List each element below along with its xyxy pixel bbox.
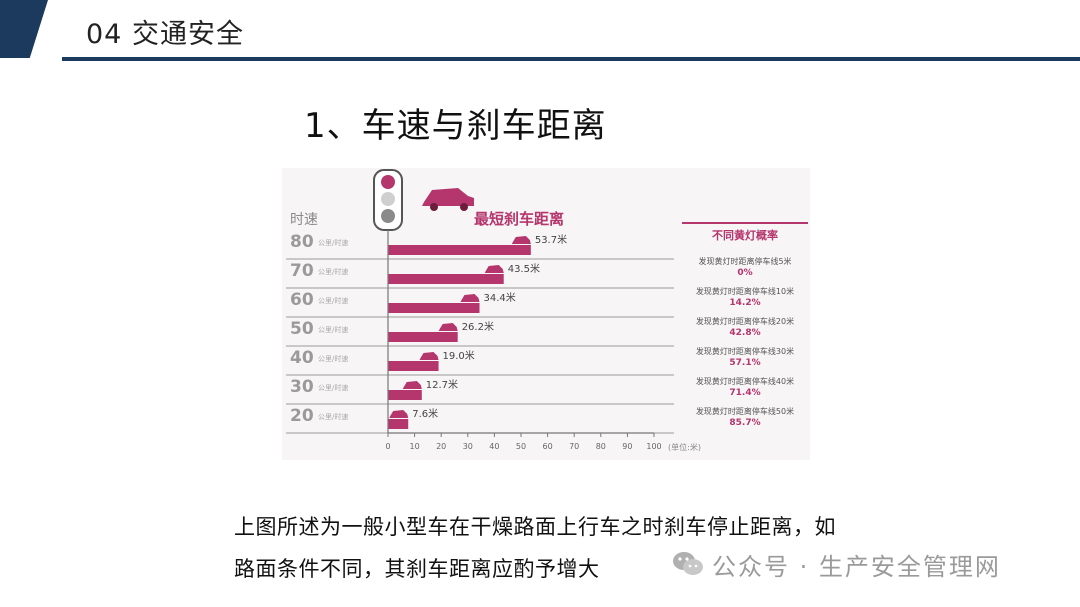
panel-item-pct: 14.2%: [729, 298, 760, 308]
speed-unit-label: 公里/时速: [318, 383, 348, 392]
traffic-light-icon: [373, 169, 403, 231]
speed-unit-label: 公里/时速: [318, 412, 348, 421]
bar-car-icon: [389, 410, 409, 418]
speed-unit-label: 公里/时速: [318, 267, 348, 276]
watermark: 公众号 · 生产安全管理网: [672, 548, 1001, 581]
speed-unit-label: 公里/时速: [318, 296, 348, 305]
caption-line-2: 路面条件不同，其刹车距离应酌予增大: [234, 557, 600, 581]
bar-car-icon: [511, 236, 531, 244]
bar: [388, 332, 458, 342]
panel-item-text: 发现黄灯时距离停车线10米: [696, 286, 794, 296]
chart-svg: 最短刹车距离 时速 (单位:米) 80 公里/时速 53.7米 70 公里/时速 43.5…: [286, 169, 808, 452]
chart-title: 最短刹车距离: [474, 210, 564, 228]
x-tick-label: 70: [569, 442, 579, 451]
x-tick-label: 50: [516, 442, 526, 451]
speed-label: 60: [290, 290, 314, 310]
bar-car-icon: [438, 323, 458, 331]
speed-label: 40: [290, 348, 314, 368]
x-tick-label: 90: [622, 442, 632, 451]
watermark-text: 公众号 · 生产安全管理网: [712, 552, 1001, 581]
data-label: 12.7米: [426, 378, 458, 391]
bar: [388, 274, 504, 284]
speed-unit-label: 公里/时速: [318, 325, 348, 334]
wechat-icon: [673, 552, 703, 575]
speed-label: 70: [290, 261, 314, 281]
data-label: 53.7米: [535, 233, 567, 246]
panel-title: 不同黄灯概率: [712, 228, 778, 242]
data-label: 34.4米: [484, 291, 516, 304]
bar: [388, 245, 531, 255]
data-label: 26.2米: [462, 320, 494, 333]
x-tick-label: 40: [489, 442, 499, 451]
data-label: 43.5米: [508, 262, 540, 275]
bar-car-icon: [484, 265, 504, 273]
speed-unit-label: 公里/时速: [318, 354, 348, 363]
x-tick-label: 80: [596, 442, 606, 451]
speed-label: 20: [290, 406, 314, 426]
x-tick-label: 20: [436, 442, 446, 451]
speed-label: 30: [290, 377, 314, 397]
header-accent-tab: [0, 0, 48, 58]
x-tick-label: 60: [543, 442, 553, 451]
y-axis-label: 时速: [290, 212, 318, 228]
panel-item-text: 发现黄灯时距离停车线20米: [696, 316, 794, 326]
bar: [388, 303, 480, 313]
x-tick-label: 10: [410, 442, 420, 451]
panel-item-pct: 57.1%: [729, 358, 760, 368]
caption-line-1: 上图所述为一般小型车在干燥路面上行车之时刹车停止距离，如: [234, 515, 836, 539]
x-tick-label: 30: [463, 442, 473, 451]
panel-item-text: 发现黄灯时距离停车线40米: [696, 376, 794, 386]
panel-item-pct: 0%: [737, 268, 752, 278]
panel-item-text: 发现黄灯时距离停车线30米: [696, 346, 794, 356]
braking-distance-chart: 最短刹车距离 时速 (单位:米) 80 公里/时速 53.7米 70 公里/时速 43.5…: [282, 168, 810, 460]
x-tick-label: 0: [385, 442, 390, 451]
x-tick-label: 100: [646, 442, 661, 451]
panel-item-pct: 71.4%: [729, 388, 760, 398]
slide-title: 1、车速与刹车距离: [304, 106, 607, 146]
speed-label: 50: [290, 319, 314, 339]
panel-item-pct: 42.8%: [729, 328, 760, 338]
speed-unit-label: 公里/时速: [318, 238, 348, 247]
bar-car-icon: [419, 352, 439, 360]
speed-label: 80: [290, 232, 314, 252]
section-title: 04 交通安全: [86, 19, 244, 50]
data-label: 7.6米: [412, 407, 438, 420]
panel-item-pct: 85.7%: [729, 418, 760, 428]
unit-label: (单位:米): [668, 442, 701, 452]
bar: [388, 390, 422, 400]
bar: [388, 361, 439, 371]
header-divider: [62, 57, 1080, 61]
panel-item-text: 发现黄灯时距离停车线50米: [696, 406, 794, 416]
data-label: 19.0米: [443, 349, 475, 362]
bar-car-icon: [460, 294, 480, 302]
panel-item-text: 发现黄灯时距离停车线5米: [698, 256, 791, 266]
bar: [388, 419, 409, 429]
car-icon: [422, 188, 474, 211]
bar-car-icon: [402, 381, 422, 389]
